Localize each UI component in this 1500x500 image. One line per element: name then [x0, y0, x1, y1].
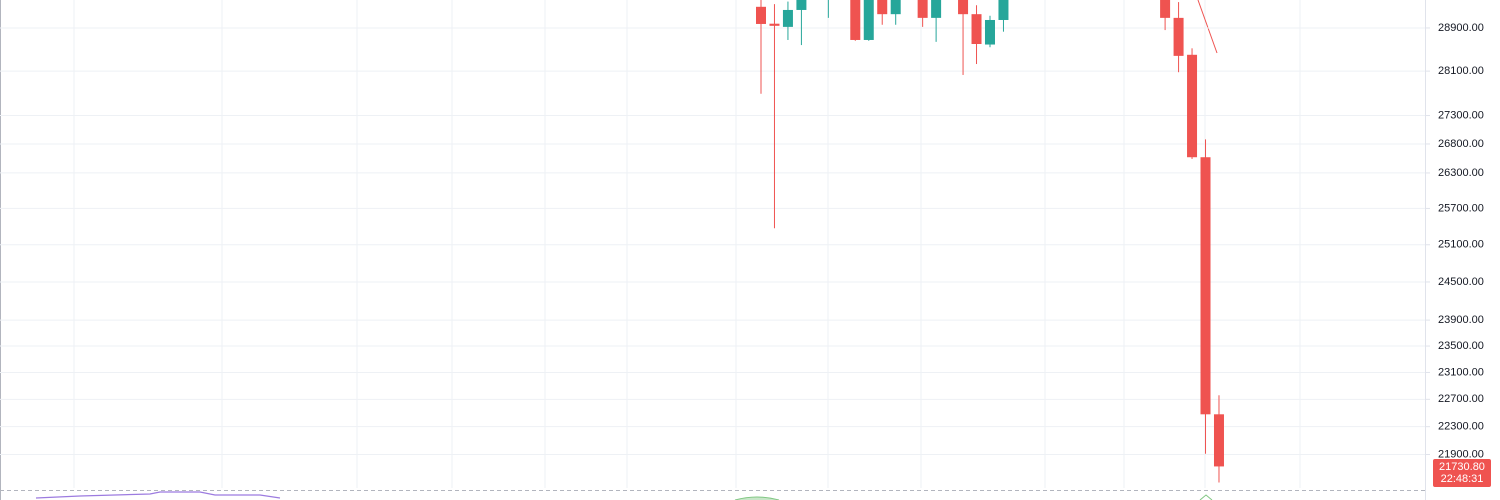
candle-body [877, 0, 888, 15]
candle-body [769, 23, 780, 26]
y-tick-label: 27300.00 [1438, 109, 1484, 121]
candle-body [1200, 157, 1211, 415]
indicator-line [35, 491, 281, 499]
y-tick-label: 25100.00 [1438, 239, 1484, 251]
vertical-grid [73, 0, 1301, 488]
candle-body [1213, 414, 1224, 467]
indicator-shape [1199, 494, 1213, 500]
y-tick-label: 26800.00 [1438, 138, 1484, 150]
candle-body [890, 0, 901, 15]
candle-body [984, 19, 995, 45]
y-tick-label: 22700.00 [1438, 393, 1484, 405]
candle-body [958, 0, 969, 15]
price-badge [1433, 459, 1491, 487]
candle-body [1160, 0, 1171, 18]
candle-body [917, 0, 928, 18]
candle-body [1187, 54, 1198, 158]
y-tick-label: 23100.00 [1438, 366, 1484, 378]
candle-body [782, 9, 793, 27]
y-tick-label: 26300.00 [1438, 167, 1484, 179]
candle-body [850, 0, 861, 40]
last-price-label: 21730.80 [1439, 461, 1485, 473]
countdown: 22:48:31 [1441, 473, 1484, 485]
indicator-shape [734, 496, 780, 500]
y-tick-label: 23900.00 [1438, 314, 1484, 326]
candle-body [796, 0, 807, 10]
moving-average [1197, 0, 1218, 54]
y-tick-label: 21900.00 [1438, 448, 1484, 460]
candle-body [863, 0, 874, 40]
y-tick-label: 23500.00 [1438, 340, 1484, 352]
candle-body [998, 0, 1009, 20]
candle-body [756, 6, 766, 24]
y-tick-label: 24500.00 [1438, 276, 1484, 288]
candle-body [971, 14, 982, 44]
y-tick-label: 28900.00 [1438, 22, 1484, 34]
candle-body [931, 0, 942, 18]
y-tick-label: 28100.00 [1438, 65, 1484, 77]
y-tick-label: 25700.00 [1438, 202, 1484, 214]
candle-body [1173, 17, 1184, 56]
y-tick-label: 22300.00 [1438, 421, 1484, 433]
